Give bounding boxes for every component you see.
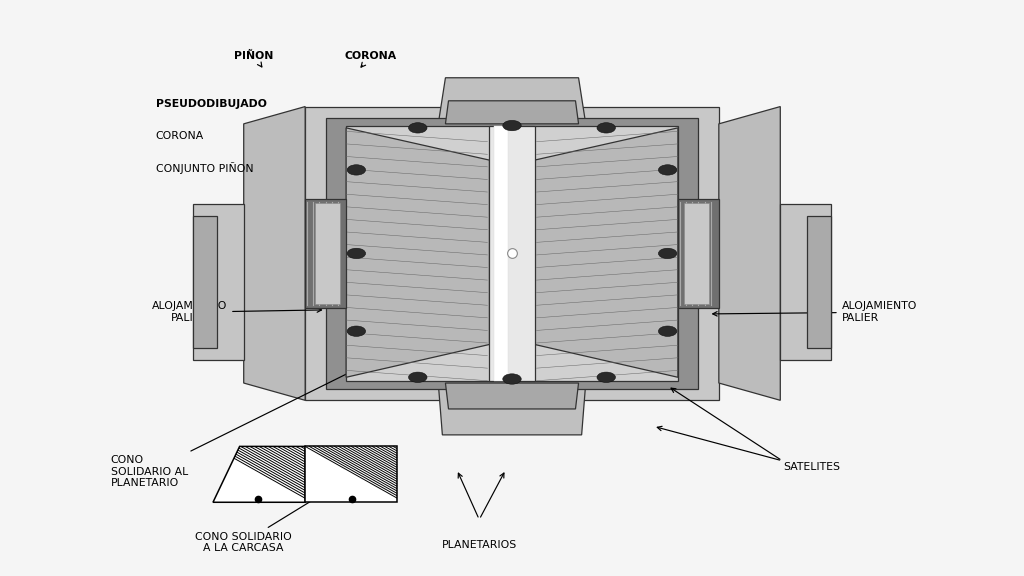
Text: PIÑON: PIÑON xyxy=(234,51,273,67)
Text: CORONA: CORONA xyxy=(345,51,396,67)
Circle shape xyxy=(658,248,677,259)
Text: CONO SOLIDARIO
A LA CARCASA: CONO SOLIDARIO A LA CARCASA xyxy=(196,450,394,553)
Circle shape xyxy=(597,123,615,133)
Text: PSEUDODIBUJADO: PSEUDODIBUJADO xyxy=(156,99,266,109)
Polygon shape xyxy=(678,199,719,308)
Polygon shape xyxy=(807,216,831,348)
Polygon shape xyxy=(445,101,579,124)
Polygon shape xyxy=(346,126,678,381)
Polygon shape xyxy=(193,216,217,348)
Polygon shape xyxy=(326,118,698,389)
Circle shape xyxy=(409,123,427,133)
Text: CONJUNTO PIÑON: CONJUNTO PIÑON xyxy=(156,162,253,175)
Polygon shape xyxy=(305,199,346,308)
Circle shape xyxy=(409,372,427,382)
Circle shape xyxy=(347,326,366,336)
Polygon shape xyxy=(305,107,719,400)
Polygon shape xyxy=(684,203,709,304)
Circle shape xyxy=(597,372,615,382)
Polygon shape xyxy=(315,203,340,304)
Text: PLANETARIOS: PLANETARIOS xyxy=(441,540,517,550)
Polygon shape xyxy=(346,128,489,377)
Text: ALOJAMIENTO
PALIER: ALOJAMIENTO PALIER xyxy=(152,301,322,323)
Circle shape xyxy=(347,165,366,175)
Circle shape xyxy=(658,326,677,336)
Circle shape xyxy=(658,165,677,175)
Text: CORONA: CORONA xyxy=(156,131,204,141)
Text: ALOJAMIENTO
PALIER: ALOJAMIENTO PALIER xyxy=(713,301,918,323)
Text: CONO
SOLIDARIO AL
PLANETARIO: CONO SOLIDARIO AL PLANETARIO xyxy=(111,362,371,488)
Circle shape xyxy=(347,248,366,259)
Polygon shape xyxy=(438,383,586,435)
Polygon shape xyxy=(193,204,244,360)
Polygon shape xyxy=(244,107,305,400)
Polygon shape xyxy=(494,126,508,381)
Polygon shape xyxy=(213,446,305,502)
Polygon shape xyxy=(535,128,678,377)
Polygon shape xyxy=(489,126,535,381)
Text: SATELITES: SATELITES xyxy=(783,461,841,472)
Circle shape xyxy=(503,374,521,384)
Polygon shape xyxy=(438,78,586,124)
Text: EJE PORTASATELITE: EJE PORTASATELITE xyxy=(420,128,526,193)
Polygon shape xyxy=(719,107,780,400)
Circle shape xyxy=(503,120,521,131)
Polygon shape xyxy=(780,204,831,360)
Polygon shape xyxy=(445,383,579,409)
Polygon shape xyxy=(305,446,397,502)
